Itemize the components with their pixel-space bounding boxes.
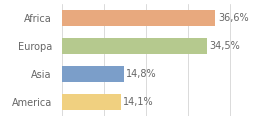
- Bar: [62, 94, 121, 111]
- Bar: [62, 66, 124, 82]
- Bar: [62, 9, 215, 26]
- Text: 14,1%: 14,1%: [123, 97, 154, 107]
- Text: 14,8%: 14,8%: [126, 69, 157, 79]
- Text: 34,5%: 34,5%: [209, 41, 240, 51]
- Text: 36,6%: 36,6%: [218, 13, 248, 23]
- Bar: [62, 38, 206, 54]
